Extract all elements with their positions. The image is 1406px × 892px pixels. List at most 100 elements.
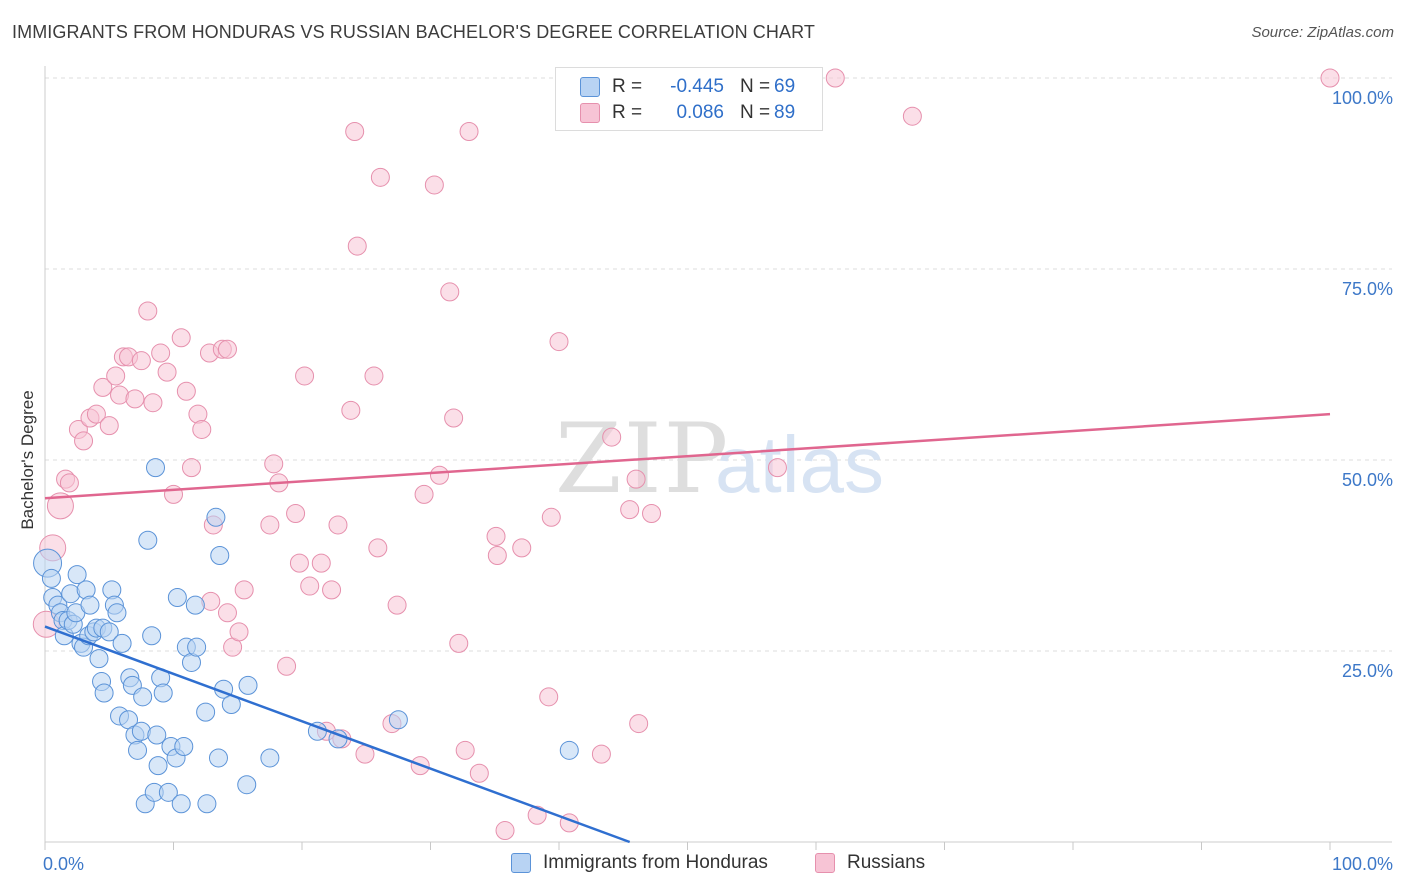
russians-point [486,526,506,546]
grid-lines [45,77,1392,652]
russians-point [629,714,649,734]
honduras-points [33,458,579,814]
n-value: 89 [774,102,796,123]
russians-point [469,763,489,783]
russians-point [642,503,662,523]
x-tick-labels: 0.0% 100.0% [43,854,1393,874]
honduras-point [89,649,109,669]
russians-point [46,492,74,520]
russians-point [459,121,479,141]
russians-point [143,393,163,413]
russians-point [345,121,365,141]
pink-swatch [815,853,835,873]
honduras-point [94,683,114,703]
y-tick-label: 25.0% [1342,661,1393,681]
russians-point [229,622,249,642]
r-value: 0.086 [676,102,724,123]
honduras-point [167,588,187,608]
russians-point [86,404,106,424]
russians-point [414,484,434,504]
russians-point [217,339,237,359]
chart-title: IMMIGRANTS FROM HONDURAS VS RUSSIAN BACH… [12,22,815,42]
honduras-point [208,748,228,768]
russians-point [286,503,306,523]
r-label: R = [612,102,643,123]
russians-point [234,580,254,600]
russians-point [125,389,145,409]
legend-item-honduras[interactable]: Immigrants from Honduras [511,852,768,874]
russians-point [157,362,177,382]
russians-point [264,454,284,474]
honduras-point [112,633,132,653]
trend-lines [44,412,1331,844]
russians-point [341,400,361,420]
y-axis-label: Bachelor's Degree [18,390,37,530]
legend-row-russians: R = 0.086 N = 89 [580,100,795,126]
russians-point [1320,68,1340,88]
honduras-point [196,702,216,722]
honduras-point [41,568,61,588]
russians-point [181,458,201,478]
russians-point [549,332,569,352]
russians-point [455,740,475,760]
russians-point [59,473,79,493]
honduras-point [559,740,579,760]
axes [44,66,1392,850]
honduras-point [128,740,148,760]
honduras-point [107,603,127,623]
russians-point [512,538,532,558]
russians-point [347,236,367,256]
watermark-atlas: atlas [715,420,884,509]
russians-point [429,465,449,485]
honduras-point [80,595,100,615]
russians-point [99,416,119,436]
honduras-point [237,775,257,795]
honduras-point [210,546,230,565]
russians-point [424,175,444,195]
y-tick-label: 50.0% [1342,470,1393,490]
russians-point [449,633,469,653]
honduras-point [197,794,217,814]
russians-point [322,580,342,600]
honduras-point [206,507,226,527]
russians-point [289,553,309,573]
blue-swatch [580,77,600,97]
russians-point [541,507,561,527]
honduras-point [185,595,205,615]
series-legend: Immigrants from Honduras Russians [0,852,1406,878]
russians-point [487,546,507,565]
honduras-point [146,458,166,478]
honduras-point [153,683,173,703]
russians-trend-line [44,412,1331,500]
legend-row-honduras: R = -0.445 N = 69 [580,74,795,100]
russians-point [825,68,845,88]
source-label: Source: ZipAtlas.com [1251,24,1394,41]
honduras-point [138,530,158,550]
russians-point [311,553,331,573]
russians-point [591,744,611,764]
r-value: -0.445 [670,76,724,97]
n-label: N = [740,76,771,97]
honduras-trend-line [44,625,631,844]
russians-point [74,431,94,451]
honduras-point [388,710,408,730]
correlation-legend: R = -0.445 N = 69 R = 0.086 N = 89 [555,67,823,131]
russians-point [495,821,515,841]
legend-item-russians[interactable]: Russians [815,852,925,874]
honduras-point [147,725,167,745]
r-label: R = [612,76,643,97]
legend-label-honduras: Immigrants from Honduras [543,852,768,873]
russians-point [176,381,196,401]
honduras-point [158,782,178,802]
russians-point [387,595,407,615]
russians-point [767,458,787,478]
honduras-point [171,794,191,814]
russians-point [602,427,622,447]
honduras-point [187,637,207,657]
russians-point [171,328,191,348]
russians-point [260,515,280,535]
pink-swatch [580,103,600,123]
x-tick-label: 100.0% [1332,854,1393,874]
honduras-point [260,748,280,768]
n-value: 69 [774,76,796,97]
